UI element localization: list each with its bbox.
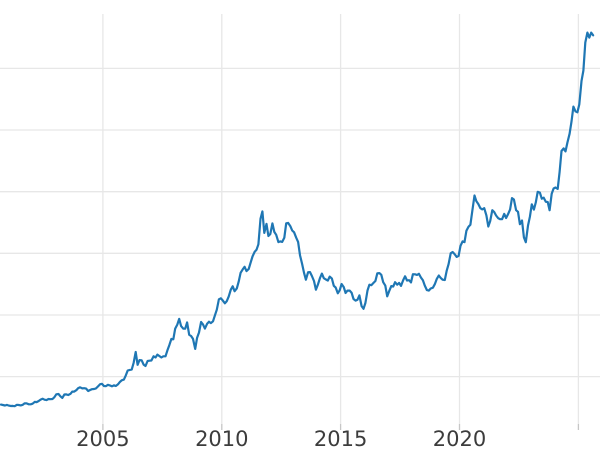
x-tick-label: 2015 (314, 427, 367, 450)
x-tick-label: 2010 (195, 427, 248, 450)
x-tick-label: 2020 (433, 427, 486, 450)
data-line-series (0, 31, 595, 408)
x-tick-label: 2005 (76, 427, 129, 450)
